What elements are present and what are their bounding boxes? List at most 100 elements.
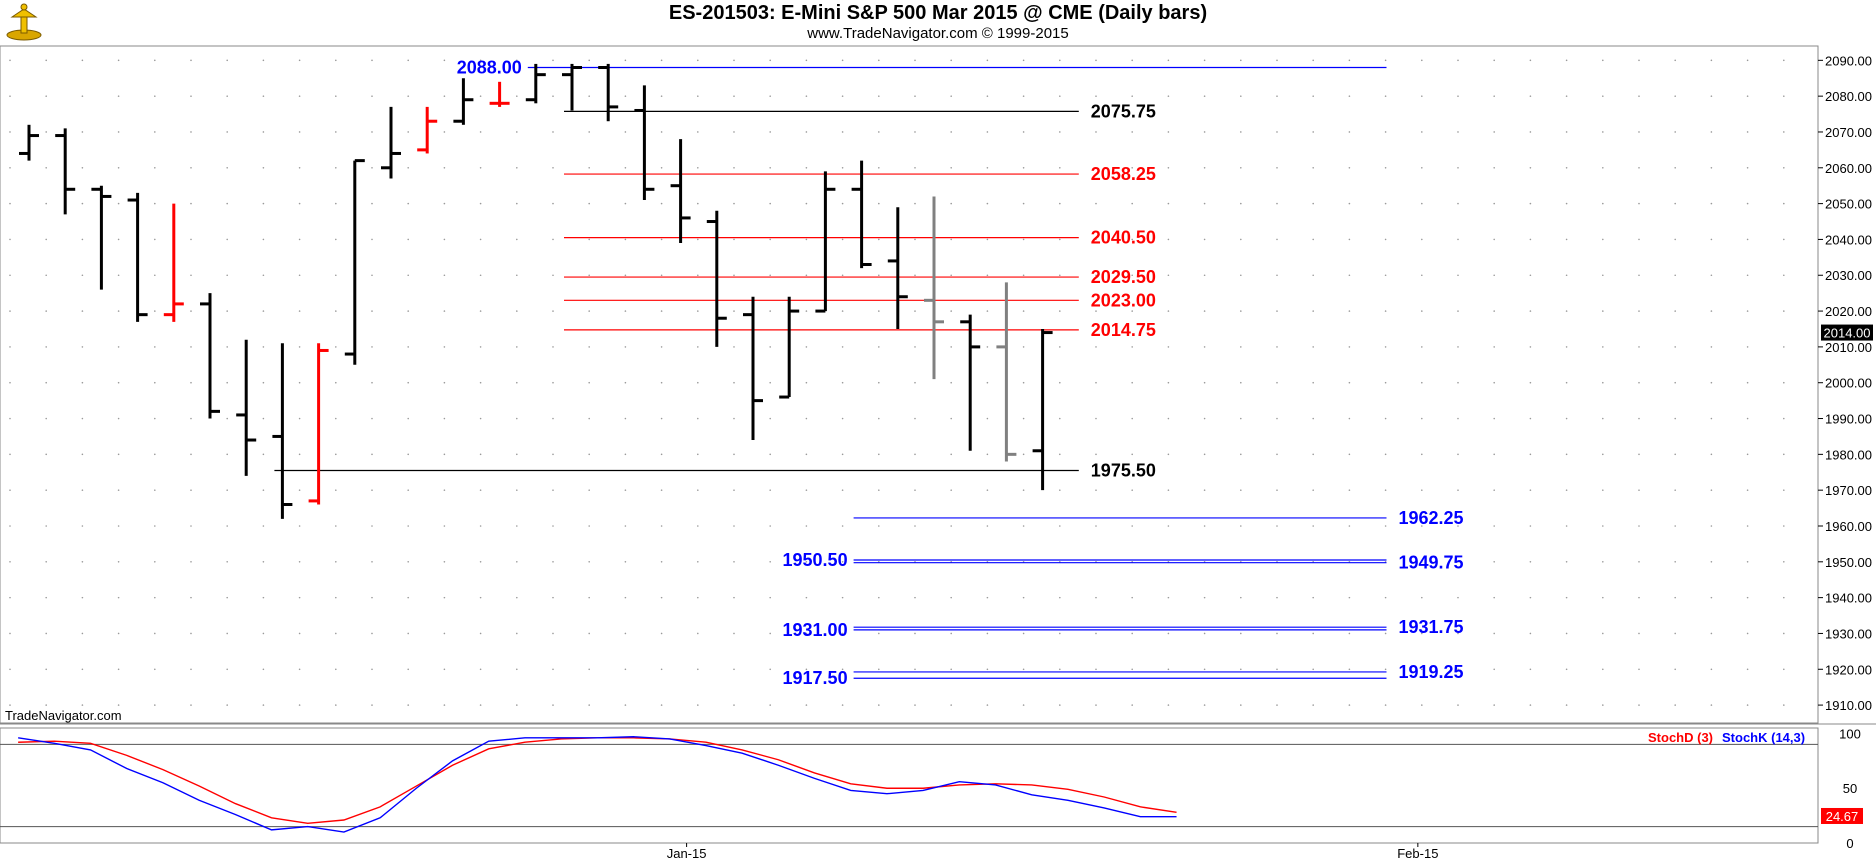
grid-dot <box>950 632 952 635</box>
grid-dot <box>1783 561 1785 563</box>
grid-dot <box>733 704 735 706</box>
grid-dot <box>1638 453 1640 456</box>
grid-dot <box>1638 381 1640 384</box>
chart-subtitle: www.TradeNavigator.com © 1999-2015 <box>807 25 1069 42</box>
grid-dot <box>154 131 156 133</box>
grid-dot <box>1312 310 1314 312</box>
grid-dot <box>1529 310 1532 312</box>
grid-dot <box>1312 704 1314 706</box>
grid-dot <box>1059 202 1061 205</box>
grid-dot <box>1638 238 1640 241</box>
grid-dot <box>1565 668 1568 671</box>
grid-dot <box>1602 632 1604 635</box>
grid-dot <box>1312 381 1314 384</box>
grid-dot <box>226 668 228 671</box>
grid-dot <box>769 346 771 348</box>
grid-dot <box>1167 704 1170 706</box>
grid-dot <box>516 561 518 563</box>
ohlc-bar <box>779 296 800 399</box>
grid-dot <box>878 310 880 312</box>
grid-dot <box>298 632 301 635</box>
grid-dot <box>1240 131 1242 133</box>
grid-dot <box>1348 95 1351 97</box>
grid-dot <box>1059 274 1061 277</box>
grid-dot <box>1203 346 1206 348</box>
grid-dot <box>1276 95 1278 97</box>
grid-dot <box>660 166 663 169</box>
grid-dot <box>1638 596 1640 599</box>
grid-dot <box>914 417 916 420</box>
grid-dot <box>1095 489 1097 491</box>
grid-dot <box>479 166 482 169</box>
grid-dot <box>878 417 880 420</box>
grid-dot <box>335 561 337 563</box>
ohlc-bar <box>525 63 546 104</box>
grid-dot <box>262 131 265 133</box>
grid-dot <box>1493 417 1495 420</box>
grid-dot <box>262 417 265 420</box>
grid-dot <box>1095 274 1097 277</box>
grid-dot <box>1421 417 1423 420</box>
grid-dot <box>1602 417 1604 420</box>
grid-dot <box>1276 381 1278 384</box>
grid-dot <box>1167 381 1170 384</box>
grid-dot <box>1710 453 1713 456</box>
grid-dot <box>226 596 228 599</box>
grid-dot <box>1022 202 1025 205</box>
grid-dot <box>335 346 337 348</box>
grid-dot <box>190 561 192 563</box>
grid-dot <box>1131 346 1133 348</box>
grid-dot <box>1565 59 1568 62</box>
grid-dot <box>914 131 916 133</box>
grid-dot <box>588 346 590 348</box>
grid-dot <box>1167 274 1170 277</box>
grid-dot <box>1022 596 1025 599</box>
grid-dot <box>1348 453 1351 456</box>
grid-dot <box>1240 202 1242 205</box>
grid-dot <box>1529 59 1532 62</box>
grid-dot <box>878 274 880 277</box>
grid-dot <box>1710 596 1713 599</box>
grid-dot <box>1493 202 1495 205</box>
grid-dot <box>9 453 11 456</box>
grid-dot <box>805 238 808 241</box>
grid-dot <box>1059 417 1061 420</box>
ohlc-bar <box>924 196 944 380</box>
grid-dot <box>1746 95 1749 97</box>
grid-dot <box>1167 238 1170 241</box>
grid-dot <box>407 238 410 241</box>
trade-navigator-logo-icon <box>4 3 44 41</box>
grid-dot <box>841 59 844 62</box>
grid-dot <box>1131 381 1133 384</box>
grid-dot <box>1312 346 1314 348</box>
grid-dot <box>298 274 301 277</box>
grid-dot <box>262 274 265 277</box>
grid-dot <box>697 346 699 348</box>
grid-dot <box>9 59 11 62</box>
grid-dot <box>371 131 373 133</box>
grid-dot <box>1565 489 1568 491</box>
grid-dot <box>1746 346 1749 348</box>
grid-dot <box>841 166 844 169</box>
grid-dot <box>117 381 120 384</box>
ohlc-bar <box>996 282 1017 462</box>
grid-dot <box>1529 525 1532 527</box>
grid-dot <box>1131 704 1133 706</box>
grid-dot <box>190 346 192 348</box>
grid-dot <box>262 704 265 706</box>
grid-dot <box>878 453 880 456</box>
price-axis-label: 1980.00 <box>1825 447 1872 462</box>
grid-dot <box>914 381 916 384</box>
grid-dot <box>588 668 590 671</box>
grid-dot <box>1565 525 1568 527</box>
date-axis-label: Jan-15 <box>667 846 707 861</box>
grid-dot <box>1746 274 1749 277</box>
grid-dot <box>1421 596 1423 599</box>
grid-dot <box>262 668 265 671</box>
grid-dot <box>986 131 989 133</box>
grid-dot <box>769 202 771 205</box>
grid-dot <box>1276 525 1278 527</box>
grid-dot <box>1203 59 1206 62</box>
grid-dot <box>1348 417 1351 420</box>
grid-dot <box>986 596 989 599</box>
